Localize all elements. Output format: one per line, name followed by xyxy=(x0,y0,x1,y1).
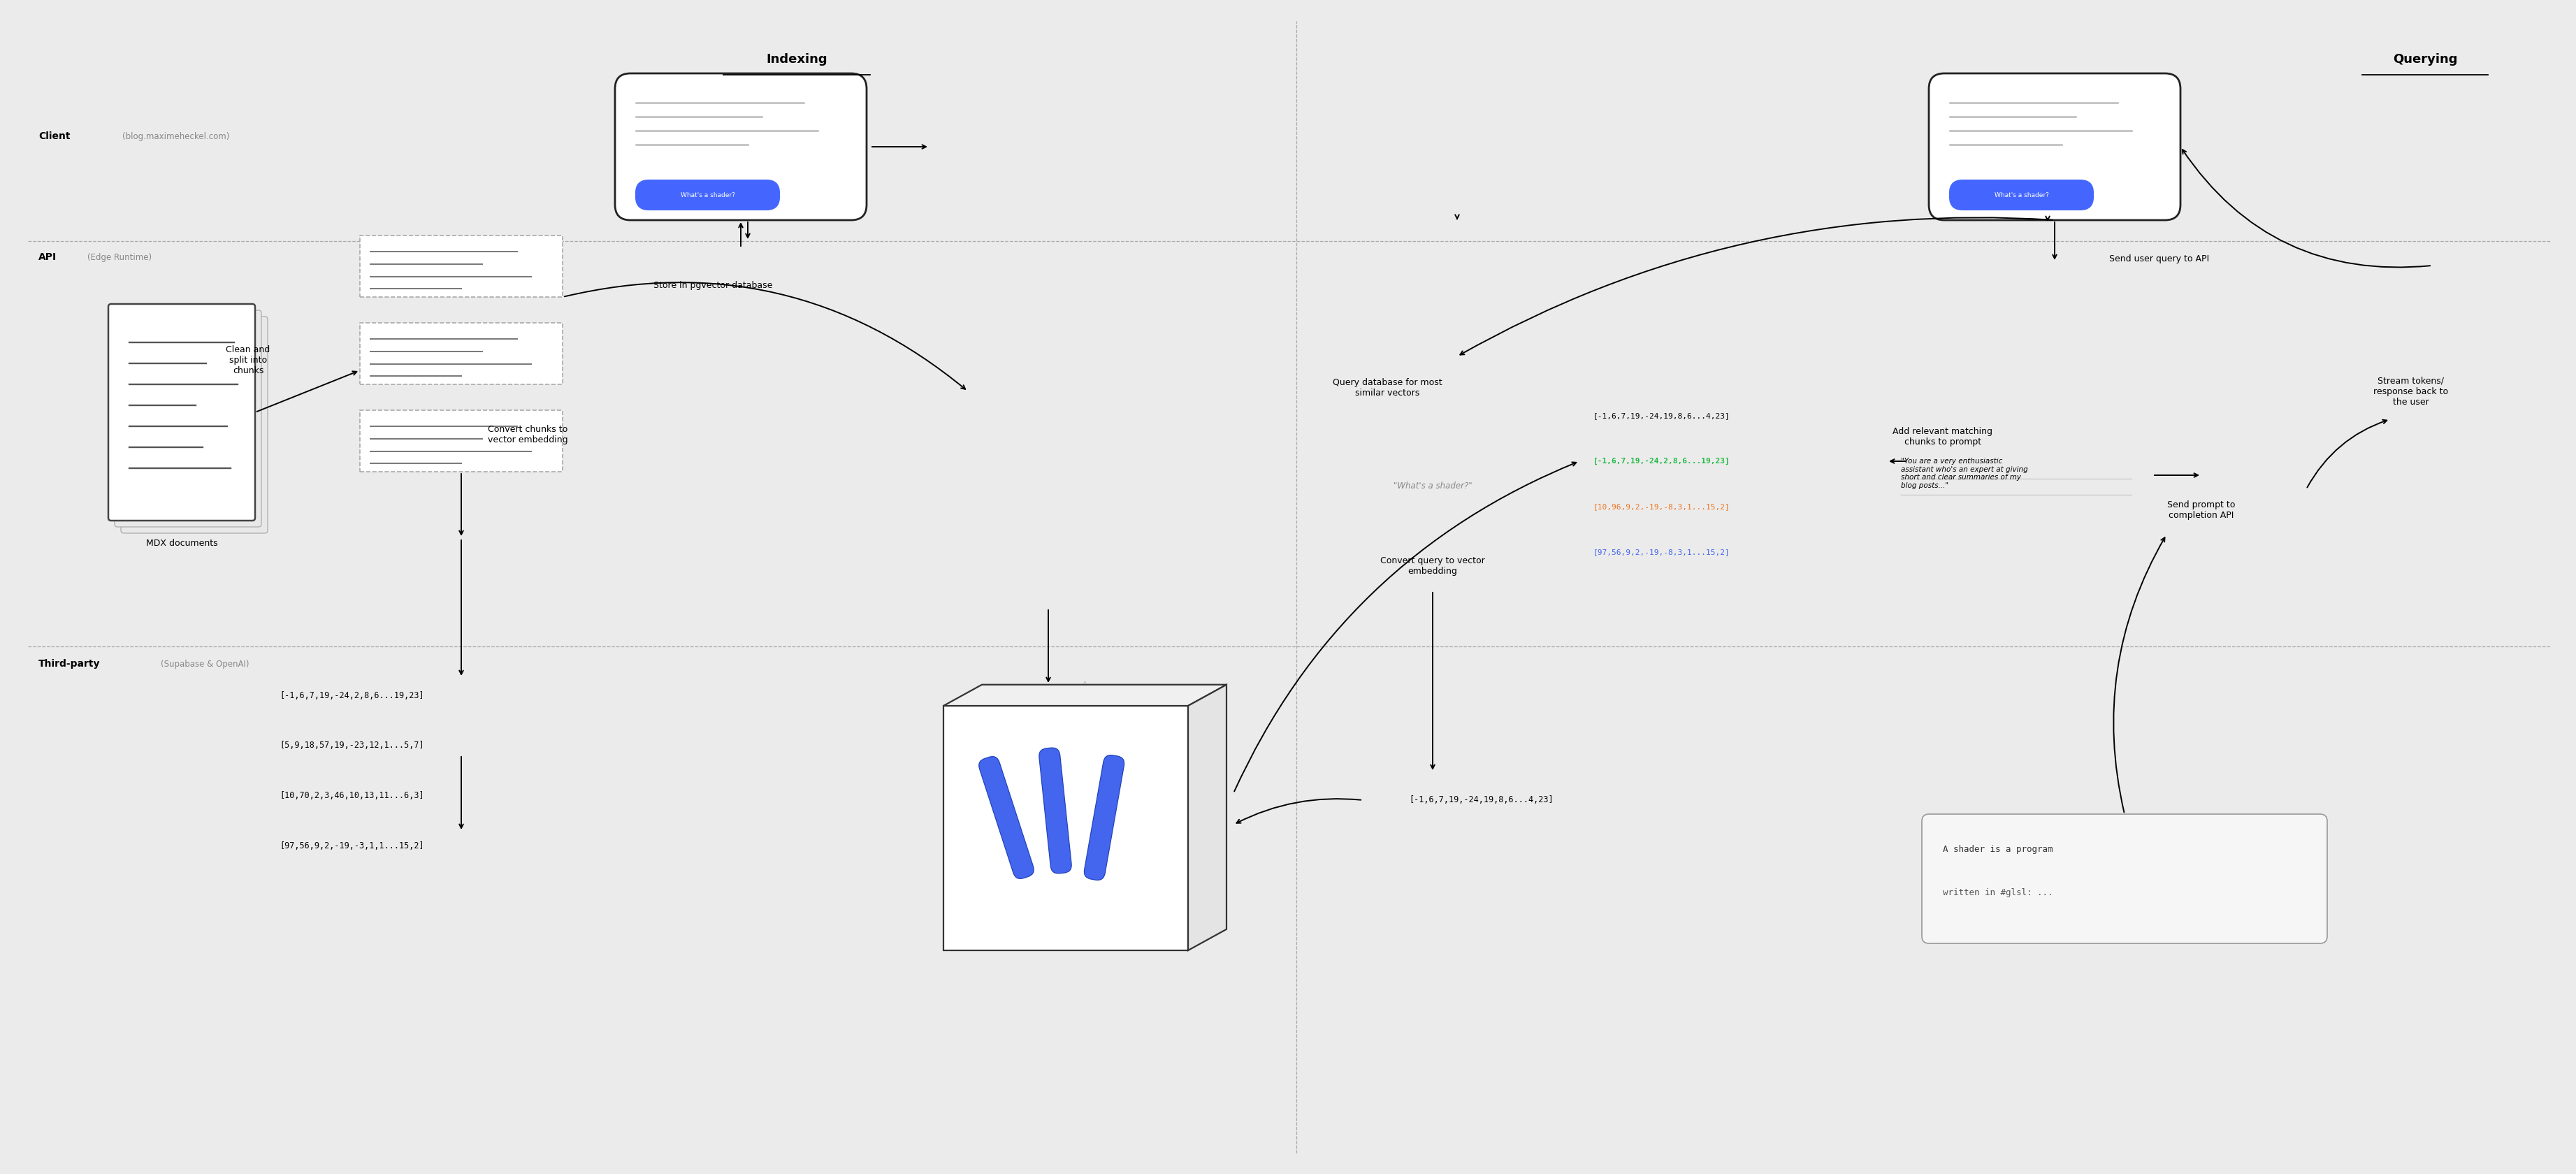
Text: Add relevant matching
chunks to prompt: Add relevant matching chunks to prompt xyxy=(1893,427,1991,446)
FancyBboxPatch shape xyxy=(943,706,1188,951)
Text: [-1,6,7,19,-24,19,8,6...4,23]: [-1,6,7,19,-24,19,8,6...4,23] xyxy=(1409,796,1553,804)
FancyBboxPatch shape xyxy=(979,756,1033,878)
Text: Indexing: Indexing xyxy=(765,53,827,66)
Text: Clean and
split into
chunks: Clean and split into chunks xyxy=(227,345,270,375)
Polygon shape xyxy=(943,684,1226,706)
FancyBboxPatch shape xyxy=(361,323,562,384)
FancyBboxPatch shape xyxy=(361,236,562,297)
Text: A shader is a program: A shader is a program xyxy=(1942,844,2053,853)
Text: [10,70,2,3,46,10,13,11...6,3]: [10,70,2,3,46,10,13,11...6,3] xyxy=(278,791,425,801)
Text: Convert chunks to
vector embedding: Convert chunks to vector embedding xyxy=(487,425,567,445)
FancyBboxPatch shape xyxy=(361,410,562,472)
FancyBboxPatch shape xyxy=(1038,748,1072,873)
FancyBboxPatch shape xyxy=(636,181,778,210)
Text: Stream tokens/
response back to
the user: Stream tokens/ response back to the user xyxy=(2372,377,2447,406)
Text: MDX documents: MDX documents xyxy=(147,539,216,547)
FancyBboxPatch shape xyxy=(1922,814,2326,944)
Text: written in #glsl: ...: written in #glsl: ... xyxy=(1942,889,2053,898)
Text: [-1,6,7,19,-24,2,8,6...19,23]: [-1,6,7,19,-24,2,8,6...19,23] xyxy=(1592,458,1728,465)
FancyBboxPatch shape xyxy=(616,73,866,221)
Text: [97,56,9,2,-19,-8,3,1...15,2]: [97,56,9,2,-19,-8,3,1...15,2] xyxy=(1592,548,1728,555)
Text: Store in pgvector database: Store in pgvector database xyxy=(654,281,773,290)
FancyBboxPatch shape xyxy=(1929,73,2179,221)
Text: [5,9,18,57,19,-23,12,1...5,7]: [5,9,18,57,19,-23,12,1...5,7] xyxy=(278,741,425,750)
Text: "What's a shader?": "What's a shader?" xyxy=(1394,481,1471,491)
Text: [-1,6,7,19,-24,2,8,6...19,23]: [-1,6,7,19,-24,2,8,6...19,23] xyxy=(278,690,425,700)
Polygon shape xyxy=(1188,684,1226,951)
FancyBboxPatch shape xyxy=(121,317,268,533)
Text: What's a shader?: What's a shader? xyxy=(680,191,734,198)
Text: Client: Client xyxy=(39,131,70,141)
FancyBboxPatch shape xyxy=(113,310,260,527)
FancyBboxPatch shape xyxy=(1950,181,2092,210)
Text: Third-party: Third-party xyxy=(39,659,100,669)
FancyBboxPatch shape xyxy=(108,304,255,520)
Text: API: API xyxy=(39,252,57,262)
Text: (Edge Runtime): (Edge Runtime) xyxy=(88,252,152,262)
Text: Send prompt to
completion API: Send prompt to completion API xyxy=(2166,500,2236,520)
Text: (blog.maximeheckel.com): (blog.maximeheckel.com) xyxy=(121,131,229,141)
Text: [-1,6,7,19,-24,19,8,6...4,23]: [-1,6,7,19,-24,19,8,6...4,23] xyxy=(1592,412,1728,419)
Text: [10,96,9,2,-19,-8,3,1...15,2]: [10,96,9,2,-19,-8,3,1...15,2] xyxy=(1592,504,1728,511)
FancyBboxPatch shape xyxy=(1084,755,1123,880)
Text: Convert query to vector
embedding: Convert query to vector embedding xyxy=(1381,556,1484,575)
Text: What's a shader?: What's a shader? xyxy=(1994,191,2048,198)
Text: "You are a very enthusiastic
assistant who's an expert at giving
short and clear: "You are a very enthusiastic assistant w… xyxy=(1901,458,2027,490)
Text: Querying: Querying xyxy=(2393,53,2458,66)
Text: Query database for most
similar vectors: Query database for most similar vectors xyxy=(1332,378,1443,398)
Text: Send user query to API: Send user query to API xyxy=(2110,254,2208,263)
Text: (Supabase & OpenAI): (Supabase & OpenAI) xyxy=(160,660,250,668)
Text: [97,56,9,2,-19,-3,1,1...15,2]: [97,56,9,2,-19,-3,1,1...15,2] xyxy=(278,842,425,851)
